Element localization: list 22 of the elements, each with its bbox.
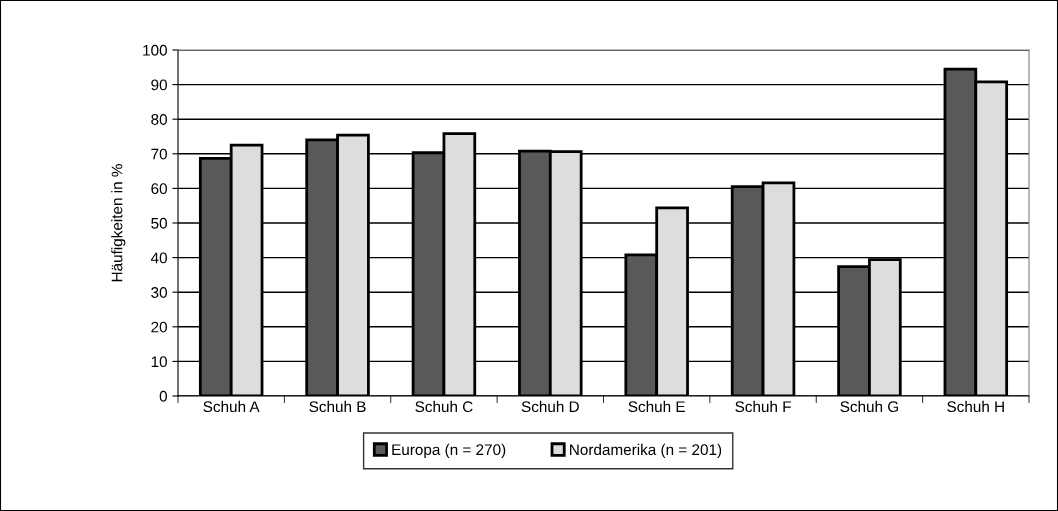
x-tick-label: Schuh C	[415, 400, 473, 413]
y-axis-title: Häufigkeiten in %	[111, 164, 126, 282]
x-tick-label: Schuh E	[628, 400, 685, 413]
y-tick-label: 50	[151, 217, 167, 229]
y-tick-label: 100	[143, 44, 167, 56]
x-tick-label: Schuh F	[735, 400, 791, 413]
y-tick-label: 10	[151, 356, 167, 368]
y-tick-label: 70	[151, 148, 167, 160]
y-tick-label: 90	[151, 79, 167, 91]
legend-label: Nordamerika (n = 201)	[570, 443, 722, 459]
y-tick-label: 40	[150, 252, 167, 264]
x-tick-label: Schuh D	[521, 400, 579, 413]
y-tick-label: 60	[151, 183, 167, 195]
x-tick-label: Schuh G	[840, 400, 899, 413]
y-tick-label: 30	[151, 287, 167, 298]
x-tick-label: Schuh H	[947, 400, 1004, 413]
y-tick-label: 0	[159, 390, 167, 402]
x-tick-label: Schuh A	[203, 400, 260, 413]
y-tick-label: 20	[151, 321, 167, 333]
legend-label: Europa (n = 270)	[392, 443, 506, 459]
y-tick-label: 80	[151, 114, 167, 125]
x-tick-label: Schuh B	[309, 400, 366, 413]
